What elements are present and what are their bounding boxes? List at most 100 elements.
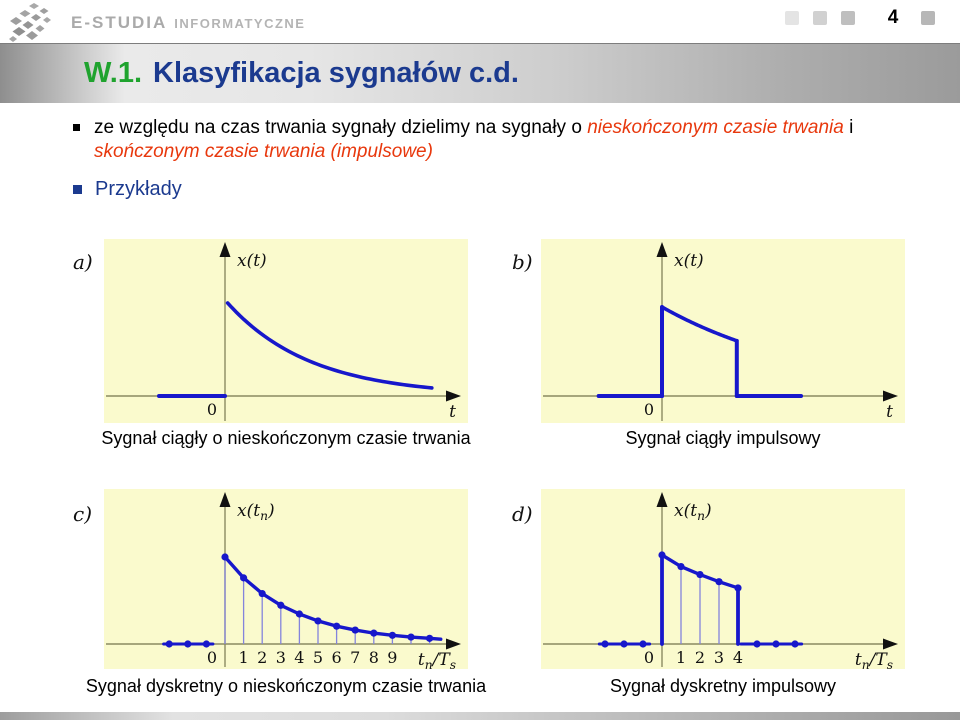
sample-dot bbox=[351, 626, 359, 634]
sample-dot bbox=[370, 629, 378, 637]
y-axis-label: x(tn) bbox=[237, 501, 275, 523]
chart-discrete-impulse: x(tn) tn/Ts 0 1 2 3 4 bbox=[541, 489, 905, 669]
origin-label: 0 bbox=[207, 400, 217, 419]
bullet-highlight-infinite: nieskończonym czasie trwania bbox=[587, 117, 844, 138]
svg-text:4: 4 bbox=[294, 648, 304, 667]
signal-curve bbox=[225, 301, 434, 390]
panel-label-d: d) bbox=[512, 502, 533, 526]
bullet-square-icon bbox=[73, 124, 80, 131]
logo-text-secondary: INFORMATYCZNE bbox=[174, 16, 306, 31]
signal-curve bbox=[660, 305, 739, 343]
logo: E-STUDIA INFORMATYCZNE bbox=[7, 2, 305, 44]
signal bbox=[597, 551, 804, 648]
bullet-examples: Przykłady bbox=[73, 178, 182, 201]
logo-text-primary: E-STUDIA bbox=[71, 13, 168, 32]
svg-text:7: 7 bbox=[350, 648, 360, 667]
y-axis-arrow-icon bbox=[219, 492, 231, 507]
x-axis-label: tn/Ts bbox=[418, 650, 456, 669]
origin-label: 0 bbox=[644, 648, 654, 667]
sample-dot bbox=[295, 610, 303, 618]
y-axis-arrow-icon bbox=[656, 492, 668, 507]
caption-chart-c: Sygnał dyskretny o nieskończonym czasie … bbox=[85, 676, 487, 696]
svg-text:8: 8 bbox=[369, 648, 379, 667]
title-prefix: W.1. bbox=[84, 57, 143, 89]
sample-dot bbox=[791, 640, 799, 648]
footer-bar bbox=[0, 712, 960, 720]
sample-dot bbox=[753, 640, 761, 648]
svg-text:2: 2 bbox=[695, 648, 705, 667]
sample-dot bbox=[715, 578, 723, 586]
plot-background bbox=[541, 489, 905, 669]
x-axis-label: tn/Ts bbox=[855, 650, 893, 669]
chart-continuous-impulse: x(t) t 0 bbox=[541, 239, 905, 423]
svg-text:6: 6 bbox=[332, 648, 342, 667]
sample-dot bbox=[240, 574, 248, 582]
x-axis-label: t bbox=[886, 402, 893, 422]
sample-dot bbox=[658, 551, 666, 559]
title-bar: W.1. Klasyfikacja sygnałów c.d. bbox=[0, 43, 960, 103]
page-number: 4 bbox=[887, 7, 899, 28]
svg-text:3: 3 bbox=[276, 648, 286, 667]
sample-dot bbox=[772, 640, 780, 648]
bullet-examples-label: Przykłady bbox=[95, 178, 182, 200]
sample-dot bbox=[407, 633, 415, 641]
plot-background bbox=[541, 239, 905, 423]
sample-dot bbox=[165, 640, 173, 648]
sample-dot bbox=[601, 640, 609, 648]
sample-dot bbox=[314, 617, 322, 625]
origin-label: 0 bbox=[644, 400, 654, 419]
sample-dot bbox=[221, 553, 229, 561]
bullet-highlight-finite: skończonym czasie trwania (impulsowe) bbox=[94, 141, 433, 162]
panel-label-a: a) bbox=[73, 250, 93, 274]
page-title: W.1. Klasyfikacja sygnałów c.d. bbox=[0, 44, 960, 102]
panel-label-c: c) bbox=[73, 502, 93, 526]
plot-background bbox=[104, 489, 468, 669]
svg-text:9: 9 bbox=[387, 648, 397, 667]
bullet-text-part1: ze względu na czas trwania sygnały dziel… bbox=[94, 117, 588, 138]
svg-text:2: 2 bbox=[257, 648, 267, 667]
decorative-square-3 bbox=[841, 11, 855, 25]
y-axis-label: x(t) bbox=[237, 251, 267, 271]
bullet-text-part2: i bbox=[843, 117, 854, 138]
svg-text:4: 4 bbox=[733, 648, 743, 667]
svg-text:1: 1 bbox=[676, 648, 686, 667]
decorative-square-2 bbox=[813, 11, 827, 25]
svg-text:3: 3 bbox=[714, 648, 724, 667]
sample-dot bbox=[184, 640, 192, 648]
svg-text:5: 5 bbox=[313, 648, 323, 667]
sample-dot bbox=[333, 622, 341, 630]
y-axis-label: x(tn) bbox=[674, 501, 712, 523]
sample-dot bbox=[639, 640, 647, 648]
sample-dot bbox=[677, 562, 685, 571]
caption-chart-b: Sygnał ciągły impulsowy bbox=[625, 428, 821, 448]
caption-chart-d: Sygnał dyskretny impulsowy bbox=[609, 676, 837, 696]
sample-dot bbox=[258, 589, 266, 598]
panel-label-b: b) bbox=[512, 250, 533, 274]
sample-dot bbox=[696, 570, 704, 579]
signal bbox=[157, 301, 434, 398]
origin-label: 0 bbox=[207, 648, 217, 667]
sample-dot bbox=[620, 640, 628, 648]
y-axis-arrow-icon bbox=[656, 242, 668, 257]
sample-dot bbox=[426, 634, 434, 642]
sample-dot bbox=[202, 640, 210, 648]
sample-dot bbox=[277, 601, 285, 609]
decorative-square-1 bbox=[785, 11, 799, 25]
tiles-logo-icon bbox=[9, 3, 51, 42]
x-axis-arrow-icon bbox=[883, 390, 898, 402]
svg-text:1: 1 bbox=[239, 648, 249, 667]
header-bar: E-STUDIA INFORMATYCZNE 4 bbox=[0, 0, 960, 43]
bullet-duration-text: ze względu na czas trwania sygnały dziel… bbox=[94, 116, 853, 164]
axes: x(tn) tn/Ts 0 bbox=[106, 492, 461, 669]
logo-text: E-STUDIA INFORMATYCZNE bbox=[71, 13, 305, 33]
bullet-duration-classification: ze względu na czas trwania sygnały dziel… bbox=[73, 116, 903, 164]
x-axis-arrow-icon bbox=[446, 638, 461, 650]
chart-discrete-infinite: x(tn) tn/Ts 0 1 2 3 4 5 6 7 8 9 bbox=[104, 489, 468, 669]
signal bbox=[162, 553, 443, 648]
y-axis-arrow-icon bbox=[219, 242, 231, 257]
caption-chart-a: Sygnał ciągły o nieskończonym czasie trw… bbox=[101, 428, 471, 448]
sample-dot bbox=[734, 584, 742, 592]
